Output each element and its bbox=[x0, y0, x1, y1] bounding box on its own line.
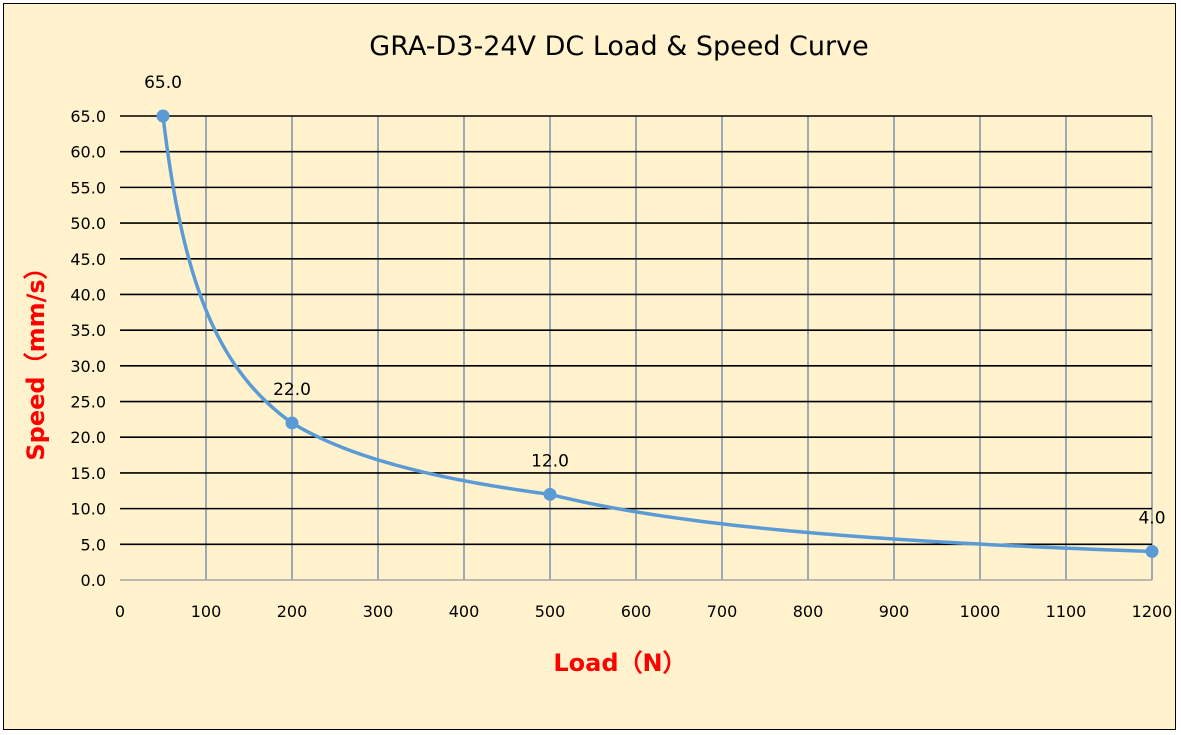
grid-layer bbox=[120, 115, 1153, 580]
x-axis-title: Load（N） bbox=[553, 649, 686, 677]
series-layer bbox=[156, 109, 1159, 558]
x-tick-label: 1100 bbox=[1046, 602, 1087, 621]
x-tick-label: 1200 bbox=[1132, 602, 1173, 621]
x-tick-label: 0 bbox=[115, 602, 125, 621]
x-tick-label: 1000 bbox=[960, 602, 1001, 621]
y-tick-label: 35.0 bbox=[70, 321, 106, 340]
data-point bbox=[543, 487, 557, 501]
y-tick-label: 25.0 bbox=[70, 393, 106, 412]
y-tick-label: 20.0 bbox=[70, 428, 106, 447]
y-tick-label: 50.0 bbox=[70, 214, 106, 233]
data-point bbox=[285, 416, 299, 430]
data-label: 65.0 bbox=[144, 73, 182, 93]
x-tick-label: 900 bbox=[879, 602, 910, 621]
y-tick-label: 15.0 bbox=[70, 464, 106, 483]
x-tick-label: 400 bbox=[449, 602, 480, 621]
x-tick-label: 800 bbox=[793, 602, 824, 621]
data-label-layer: 65.0 22.0 12.0 4.0 bbox=[144, 73, 1165, 528]
y-tick-label: 45.0 bbox=[70, 250, 106, 269]
y-tick-label: 5.0 bbox=[81, 535, 106, 554]
data-label: 22.0 bbox=[273, 380, 311, 400]
y-tick-label: 60.0 bbox=[70, 143, 106, 162]
series-line bbox=[161, 114, 1154, 554]
x-tick-label: 200 bbox=[277, 602, 308, 621]
y-axis-title: Speed（mm/s） bbox=[22, 255, 50, 460]
x-tick-label: 100 bbox=[191, 602, 222, 621]
x-tick-label: 700 bbox=[707, 602, 738, 621]
x-tick-label: 600 bbox=[621, 602, 652, 621]
chart-title: GRA-D3-24V DC Load & Speed Curve bbox=[369, 31, 868, 62]
axis-layer: 0 100 200 300 400 500 600 700 800 900 1000 1100 1200… bbox=[70, 107, 1172, 621]
chart-frame bbox=[3, 3, 1176, 730]
data-point bbox=[156, 109, 170, 123]
y-tick-label: 65.0 bbox=[70, 107, 106, 126]
y-tick-label: 30.0 bbox=[70, 357, 106, 376]
y-tick-label: 40.0 bbox=[70, 285, 106, 304]
x-tick-label: 500 bbox=[535, 602, 566, 621]
x-tick-label: 300 bbox=[363, 602, 394, 621]
data-point bbox=[1145, 544, 1159, 558]
y-tick-label: 10.0 bbox=[70, 500, 106, 519]
y-tick-label: 55.0 bbox=[70, 178, 106, 197]
y-tick-label: 0.0 bbox=[81, 571, 106, 590]
data-label: 4.0 bbox=[1138, 508, 1165, 528]
data-label: 12.0 bbox=[531, 451, 569, 471]
